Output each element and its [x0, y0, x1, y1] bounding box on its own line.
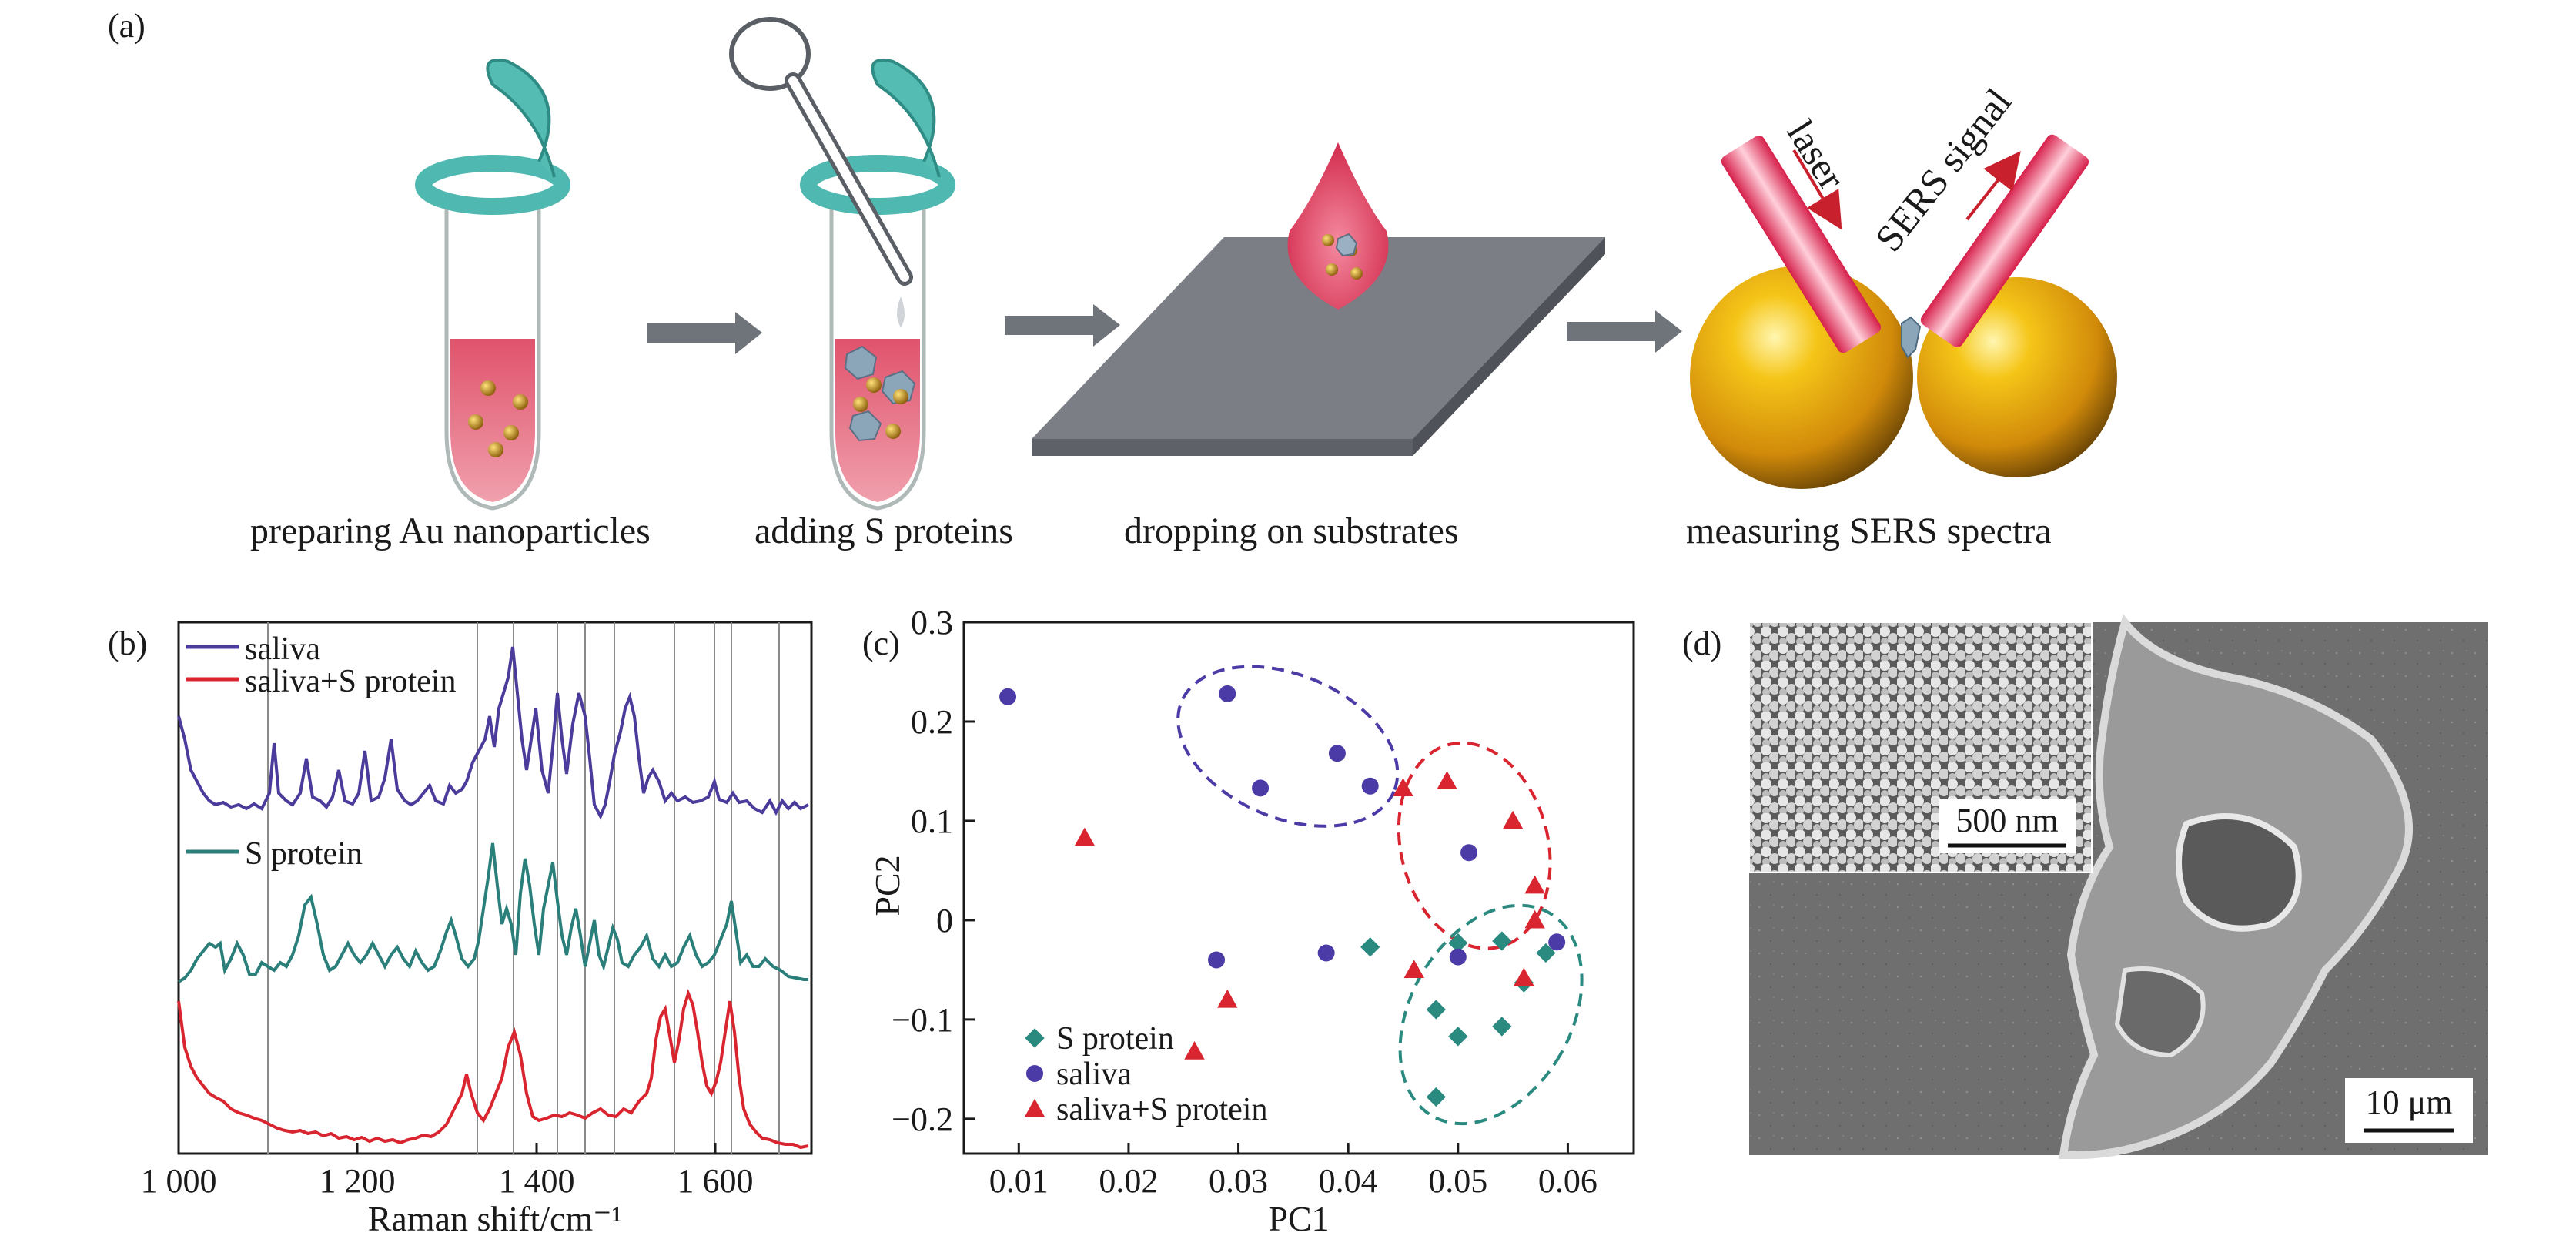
flow-arrow	[1567, 310, 1682, 353]
spectra-x-tick: 1 200	[319, 1162, 396, 1200]
x-tick-label: 0.04	[1319, 1162, 1378, 1200]
panel-label-a: (a)	[108, 7, 146, 45]
scatter-frame	[962, 621, 1635, 1155]
legend-label: S protein	[1056, 1021, 1174, 1057]
data-point	[1217, 989, 1238, 1008]
data-point	[1448, 1027, 1468, 1047]
data-point	[1460, 844, 1478, 862]
y-tick-label: −0.2	[892, 1100, 953, 1138]
spectra-x-tick: 1 000	[141, 1162, 217, 1200]
droplet-icon	[1287, 142, 1389, 310]
step-caption: dropping on substrates	[1124, 511, 1459, 551]
flow-arrow	[647, 312, 762, 354]
legend-s-protein: S protein	[245, 836, 363, 872]
scatter-points	[999, 685, 1566, 1107]
data-point	[1502, 810, 1524, 829]
data-point	[1426, 1087, 1446, 1107]
data-point	[1448, 933, 1468, 953]
y-tick-label: 0.3	[911, 604, 953, 641]
spectra-frame	[177, 621, 813, 1155]
substrate	[1032, 142, 1605, 456]
scatter-x-label: PC1	[1268, 1199, 1329, 1238]
data-point	[1360, 937, 1380, 957]
step-caption: preparing Au nanoparticles	[250, 511, 651, 551]
spectra-x-tick: 1 400	[499, 1162, 575, 1200]
panel-b: (b) saliva saliva+S protein S protein	[108, 621, 813, 1238]
data-point	[1437, 771, 1457, 789]
pipette-icon	[729, 17, 913, 327]
spectrum-saliva	[177, 646, 809, 820]
data-point	[1524, 909, 1545, 929]
legend-saliva-s-protein: saliva+S protein	[245, 664, 456, 699]
data-point	[1492, 931, 1512, 951]
data-point	[1208, 951, 1226, 969]
data-point	[1252, 779, 1270, 797]
inset-scale-label: 500 nm	[1955, 802, 2058, 839]
data-point	[1393, 778, 1413, 796]
data-point	[999, 688, 1017, 705]
main-scale-label: 10 μm	[2366, 1084, 2453, 1121]
data-point	[1361, 777, 1379, 795]
data-point	[1524, 875, 1545, 894]
x-tick-label: 0.05	[1428, 1162, 1487, 1200]
panel-label-d: (d)	[1682, 625, 1721, 662]
panel-label-c: (c)	[862, 625, 900, 662]
data-point	[1514, 967, 1534, 986]
data-point	[1403, 960, 1424, 978]
cluster-ellipse	[1397, 741, 1552, 950]
panel-a: (a)	[108, 7, 2117, 551]
x-tick-label: 0.02	[1099, 1162, 1158, 1200]
data-point	[1219, 685, 1236, 702]
spectra-legend: saliva saliva+S protein S protein	[186, 631, 456, 872]
spectra-x-label: Raman shift/cm⁻¹	[368, 1199, 623, 1238]
legend-marker	[1024, 1098, 1045, 1117]
x-tick-label: 0.06	[1538, 1162, 1597, 1200]
data-point	[1492, 1017, 1512, 1037]
main-scale-bar: 10 μm	[2345, 1078, 2473, 1143]
data-point	[1184, 1040, 1205, 1060]
data-point	[1317, 944, 1335, 962]
sem-image: 500 nm 10 μm	[1748, 614, 2488, 1159]
legend-label: saliva+S protein	[1056, 1092, 1267, 1127]
cluster-ellipse	[1398, 903, 1584, 1126]
spectra-x-tick: 1 600	[677, 1162, 754, 1200]
y-tick-label: −0.1	[892, 1001, 953, 1039]
scatter-y-label: PC2	[868, 855, 907, 916]
spectrum-s-protein	[177, 842, 808, 983]
data-point	[1426, 1000, 1446, 1020]
legend-saliva: saliva	[245, 631, 320, 667]
panel-c: (c) 0.01 0.02 0.03 0.04 0.05 0.06 0.3 0.2 0.1 0 −0…	[862, 604, 1635, 1238]
data-point	[1449, 948, 1467, 966]
data-point	[1074, 827, 1096, 846]
legend-marker	[1025, 1028, 1045, 1048]
legend-marker	[1026, 1065, 1043, 1082]
x-tick-label: 0.03	[1209, 1162, 1268, 1200]
panel-d: (d) 500 nm 10 μm	[1682, 614, 2488, 1159]
inset-scale-bar: 500 nm	[1939, 799, 2076, 853]
y-tick-label: 0.1	[911, 802, 953, 840]
scatter-clusters	[1176, 665, 1584, 1126]
y-tick-label: 0.2	[911, 703, 953, 741]
tube-s-proteins	[729, 17, 955, 511]
tube-au-nanoparticles	[415, 59, 570, 511]
spectrum-saliva-s	[177, 988, 809, 1150]
step-caption: adding S proteins	[754, 511, 1013, 551]
legend-label: saliva	[1056, 1057, 1132, 1092]
panel-label-b: (b)	[108, 625, 147, 662]
data-point	[1536, 943, 1556, 963]
y-tick-label: 0	[936, 902, 953, 940]
step-caption: measuring SERS spectra	[1686, 511, 2052, 551]
x-tick-label: 0.01	[989, 1162, 1049, 1200]
data-point	[1328, 745, 1346, 762]
spectra-x-axis: 1 000 1 200 1 400 1 600 Raman shift/cm⁻¹	[141, 1143, 754, 1238]
cluster-ellipse	[1176, 665, 1400, 828]
data-point	[1548, 933, 1566, 951]
flow-arrow	[1005, 304, 1120, 347]
scatter-axes: 0.01 0.02 0.03 0.04 0.05 0.06 0.3 0.2 0.1 0 −0.1 −0…	[892, 604, 1597, 1200]
sers-measurement: laser SERS signal	[1690, 80, 2117, 489]
